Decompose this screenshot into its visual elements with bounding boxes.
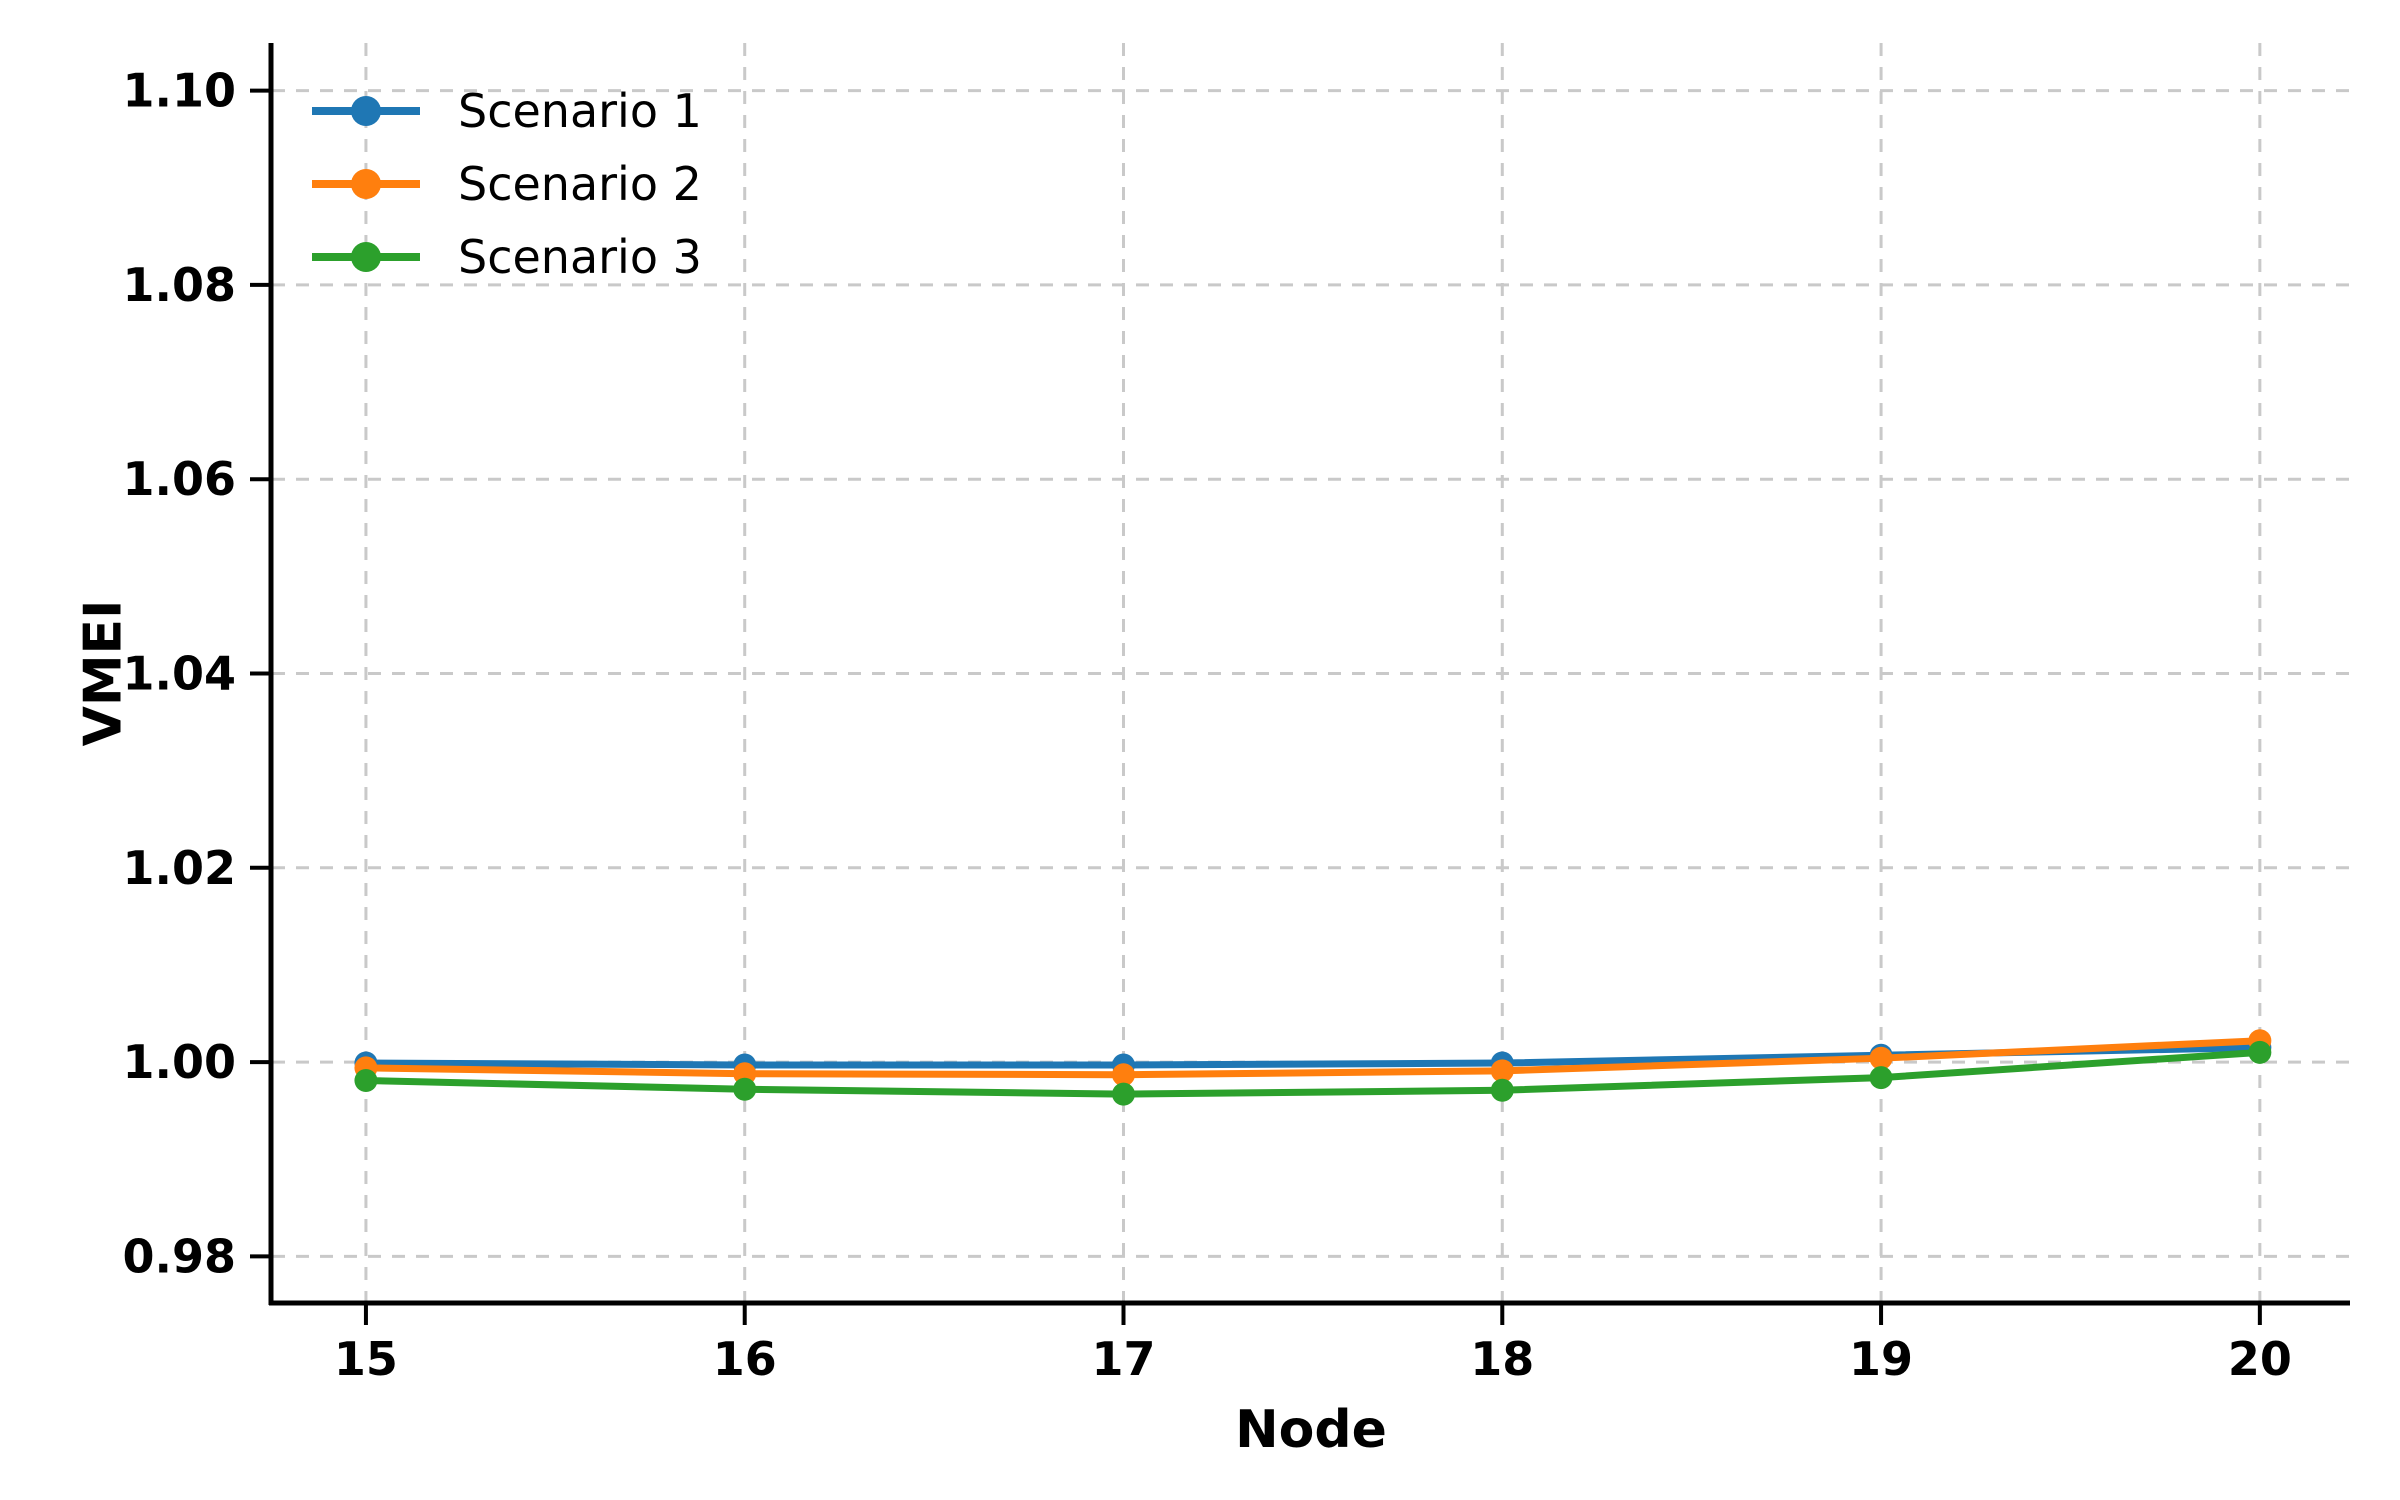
series-line-scenario-2 bbox=[362, 1037, 2264, 1079]
y-tick-label: 0.98 bbox=[123, 1229, 237, 1283]
x-tick-label: 16 bbox=[713, 1332, 777, 1386]
x-tick-label: 19 bbox=[1849, 1332, 1913, 1386]
legend-item-scenario-2: Scenario 2 bbox=[312, 147, 702, 220]
legend-label: Scenario 2 bbox=[458, 156, 702, 211]
data-point-scenario-3-node-18 bbox=[1490, 1078, 1514, 1102]
legend-item-scenario-3: Scenario 3 bbox=[312, 220, 702, 293]
x-tick-label: 20 bbox=[2228, 1332, 2292, 1386]
data-point-scenario-3-node-17 bbox=[1112, 1082, 1136, 1106]
series-line-scenario-3 bbox=[362, 1048, 2264, 1098]
data-point-scenario-3-node-15 bbox=[354, 1069, 378, 1093]
y-tick-label: 1.06 bbox=[123, 452, 237, 506]
y-tick-label: 1.00 bbox=[123, 1035, 237, 1089]
legend-item-scenario-1: Scenario 1 bbox=[312, 74, 702, 147]
y-axis-label: VMEI bbox=[73, 599, 134, 747]
data-point-scenario-2-node-17 bbox=[1112, 1063, 1136, 1087]
data-point-scenario-3-node-20 bbox=[2248, 1040, 2272, 1064]
x-tick-label: 15 bbox=[334, 1332, 398, 1386]
x-tick-label: 17 bbox=[1091, 1332, 1155, 1386]
legend-marker-icon bbox=[351, 95, 381, 126]
x-axis-label: Node bbox=[1235, 1400, 1387, 1460]
legend-label: Scenario 3 bbox=[458, 229, 702, 284]
data-point-scenario-3-node-19 bbox=[1869, 1066, 1893, 1090]
y-tick-label: 1.04 bbox=[123, 646, 237, 700]
legend-swatch-scenario-2 bbox=[312, 168, 420, 200]
data-point-scenario-2-node-19 bbox=[1869, 1046, 1893, 1070]
y-tick-label: 1.02 bbox=[123, 841, 237, 895]
legend-swatch-scenario-3 bbox=[312, 241, 420, 273]
y-tick-label: 1.10 bbox=[123, 64, 237, 118]
data-point-scenario-2-node-18 bbox=[1490, 1059, 1514, 1083]
y-tick-label: 1.08 bbox=[123, 258, 237, 312]
legend-marker-icon bbox=[351, 241, 381, 272]
legend-swatch-scenario-1 bbox=[312, 95, 420, 127]
data-point-scenario-3-node-16 bbox=[733, 1077, 757, 1101]
legend-label: Scenario 1 bbox=[458, 83, 702, 138]
legend: Scenario 1 Scenario 2 Scenario 3 bbox=[312, 74, 702, 293]
x-tick-label: 18 bbox=[1470, 1332, 1534, 1386]
legend-marker-icon bbox=[351, 168, 381, 199]
